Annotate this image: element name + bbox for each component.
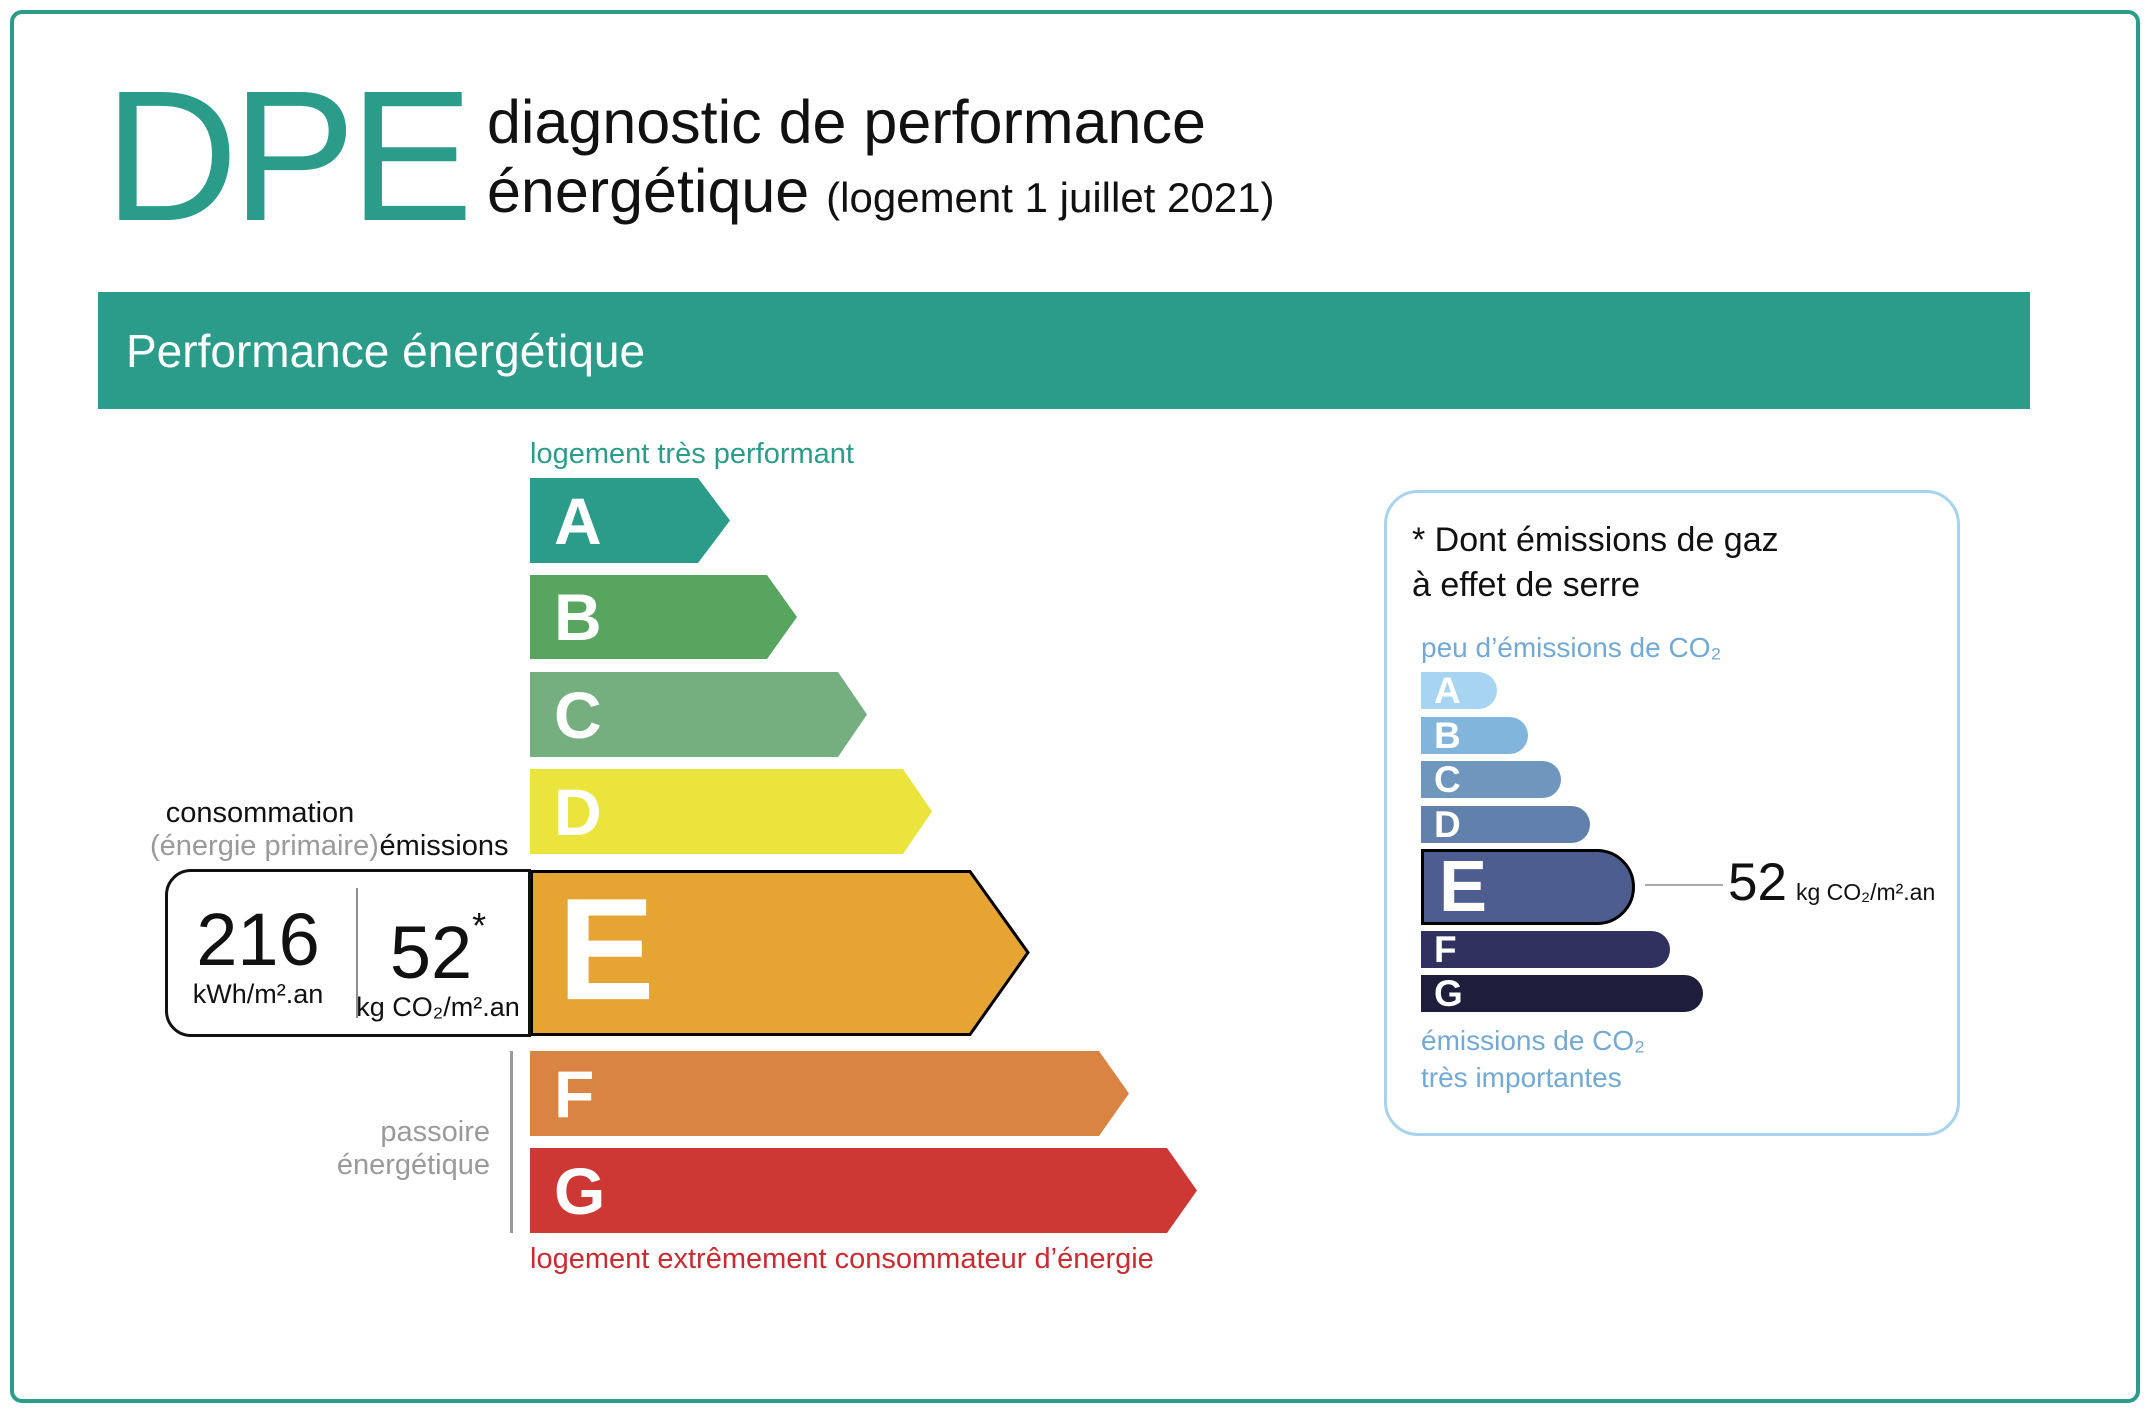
consumption-cell: 216 kWh/m².an <box>168 872 348 1034</box>
co2-bar-a: A <box>1421 669 1497 711</box>
high-emissions-label: émissions de CO₂ très importantes <box>1421 1025 1646 1093</box>
value-box-divider <box>356 888 358 1018</box>
co2-callout-unit: kg CO₂/m².an <box>1795 879 1936 905</box>
arrow-letter: A <box>554 483 602 558</box>
energy-arrow-d: D <box>530 769 932 854</box>
co2-bar-f: F <box>1421 928 1670 970</box>
emissions-column-header: émissions <box>379 830 509 862</box>
co2-bar-b: B <box>1421 714 1528 756</box>
document-title: diagnostic de performance énergétique (l… <box>487 88 1274 232</box>
energy-sieve-label: passoire énergétique <box>336 1116 490 1181</box>
title-line1: diagnostic de performance <box>487 88 1206 156</box>
arrow-letter: F <box>554 1056 595 1131</box>
co2-bar-letter: G <box>1434 972 1463 1014</box>
emissions-unit: kg CO₂/m².an <box>356 992 520 1022</box>
energy-sieve-bracket <box>510 1051 513 1233</box>
title-line2: énergétique (logement 1 juillet 2021) <box>487 157 1275 225</box>
arrow-shape <box>530 870 1030 1036</box>
dpe-logo: DPE <box>104 53 473 260</box>
energy-arrow-e: E <box>530 868 1030 1036</box>
co2-bar-d: D <box>1421 803 1590 845</box>
arrow-letter: D <box>554 774 602 849</box>
co2-callout-value: 52 <box>1728 853 1787 912</box>
co2-bar-letter: C <box>1434 758 1461 800</box>
co2-bar-letter: E <box>1439 847 1488 927</box>
worst-performance-label: logement extrêmement consommateur d’éner… <box>530 1243 1154 1275</box>
title-note: (logement 1 juillet 2021) <box>826 174 1275 221</box>
primary-energy-subheader: (énergie primaire) <box>150 830 379 862</box>
co2-bar-letter: A <box>1434 669 1461 711</box>
co2-note: * Dont émissions de gaz à effet de serre <box>1412 521 1779 604</box>
emissions-value: 52* <box>389 905 487 994</box>
energy-arrow-b: B <box>530 575 797 659</box>
arrow-letter: C <box>554 677 602 752</box>
emissions-star: * <box>472 905 487 946</box>
co2-bar-letter: D <box>1434 803 1461 845</box>
low-emissions-label: peu d’émissions de CO₂ <box>1421 632 1722 663</box>
co2-bar-letter: B <box>1434 714 1461 756</box>
best-performance-label: logement très performant <box>530 438 854 470</box>
arrow-letter: G <box>554 1153 606 1228</box>
consumption-value: 216 <box>196 897 320 981</box>
arrow-letter: B <box>554 580 602 654</box>
co2-bar-letter: F <box>1434 928 1457 970</box>
emissions-cell: 52* kg CO₂/m².an <box>348 872 528 1034</box>
consumption-column-header: consommation <box>165 797 355 829</box>
rating-value-box: 216 kWh/m².an 52* kg CO₂/m².an <box>165 869 531 1037</box>
co2-callout: 52 kg CO₂/m².an <box>1728 852 1935 913</box>
section-banner-title: Performance énergétique <box>126 324 646 377</box>
co2-callout-line <box>1645 884 1723 886</box>
energy-arrow-c: C <box>530 672 867 757</box>
energy-arrow-a: A <box>530 478 730 563</box>
co2-bar-c: C <box>1421 758 1561 800</box>
section-banner: Performance énergétique <box>98 292 2030 409</box>
co2-bar-g: G <box>1421 972 1703 1014</box>
arrow-letter: E <box>558 867 655 1030</box>
energy-arrow-g: G <box>530 1148 1197 1233</box>
energy-arrow-f: F <box>530 1051 1129 1136</box>
consumption-unit: kWh/m².an <box>192 978 324 1009</box>
co2-bar-e: E <box>1421 847 1635 927</box>
